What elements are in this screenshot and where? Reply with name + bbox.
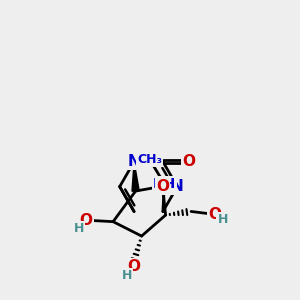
Text: O: O — [127, 259, 140, 274]
Text: H: H — [218, 213, 228, 226]
Text: CH₃: CH₃ — [137, 152, 162, 166]
Text: H: H — [122, 268, 132, 282]
Text: O: O — [208, 207, 222, 222]
Text: H: H — [74, 222, 84, 235]
Polygon shape — [132, 162, 139, 191]
Text: N: N — [171, 179, 184, 194]
Text: O: O — [80, 213, 93, 228]
Text: O: O — [156, 179, 169, 194]
Text: NH: NH — [153, 177, 176, 191]
Text: N: N — [128, 154, 140, 169]
Text: O: O — [182, 154, 195, 169]
